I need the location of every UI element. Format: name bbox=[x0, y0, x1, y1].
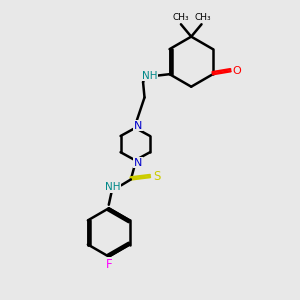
Text: CH₃: CH₃ bbox=[172, 13, 189, 22]
Text: S: S bbox=[153, 170, 160, 183]
Text: N: N bbox=[134, 121, 142, 130]
Text: F: F bbox=[106, 258, 112, 271]
Text: N: N bbox=[134, 158, 142, 168]
Text: NH: NH bbox=[105, 182, 120, 192]
Text: CH₃: CH₃ bbox=[195, 13, 211, 22]
Text: NH: NH bbox=[142, 71, 158, 81]
Text: O: O bbox=[233, 66, 242, 76]
